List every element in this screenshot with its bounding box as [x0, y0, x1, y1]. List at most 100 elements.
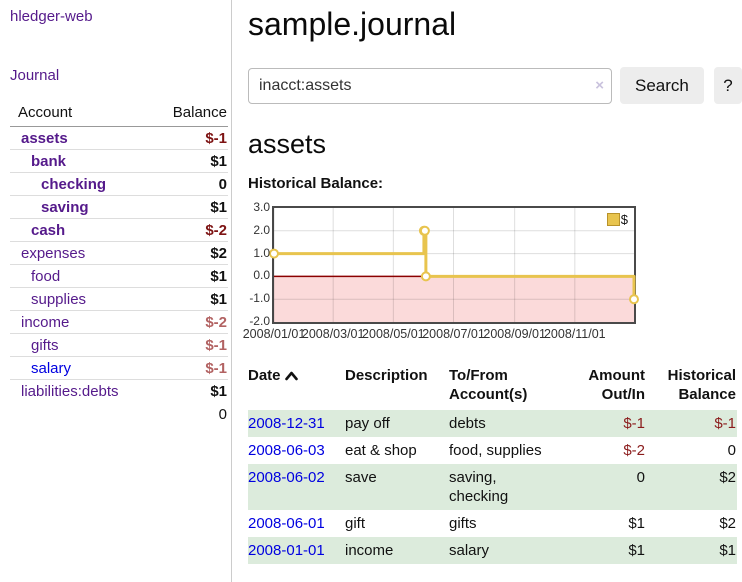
transaction-amount: 0: [636, 469, 645, 486]
register-table: Date Description To/From Account(s) Amou…: [248, 364, 737, 564]
x-axis-tick-label: 2008/07/01: [422, 327, 485, 341]
account-row: food $1: [10, 264, 228, 288]
account-link[interactable]: bank: [31, 153, 67, 170]
transaction-accounts: food, supplies: [449, 442, 542, 459]
transaction-description: save: [345, 469, 377, 486]
account-balance: $-2: [154, 218, 228, 242]
account-link[interactable]: expenses: [21, 245, 86, 262]
account-balance: $1: [154, 379, 228, 402]
transaction-date-link[interactable]: 2008-06-03: [248, 442, 325, 459]
column-header-balance: Historical Balance: [667, 367, 736, 403]
transaction-accounts: saving, checking: [449, 469, 509, 505]
transaction-amount: $-2: [623, 442, 645, 459]
account-link[interactable]: checking: [41, 176, 107, 193]
account-link[interactable]: food: [31, 268, 61, 285]
chart-plot-area: $: [269, 206, 639, 324]
accounts-table: Account Balance assets $-1 bank $1 check…: [10, 100, 228, 425]
account-page-title: assets: [248, 129, 327, 159]
account-link[interactable]: cash: [31, 222, 66, 239]
transaction-amount: $1: [628, 515, 645, 532]
y-axis-tick-label: 1.0: [253, 245, 270, 260]
transaction-description: gift: [345, 515, 366, 532]
transaction-balance: 0: [727, 442, 736, 459]
clear-search-icon[interactable]: ×: [595, 76, 604, 94]
accounts-header-account: Account: [10, 100, 155, 127]
main-content: sample.journal × Search ? assets Histori…: [243, 0, 742, 564]
account-balance: $1: [154, 149, 228, 173]
account-row: cash $-2: [10, 218, 228, 242]
legend-swatch-icon: [606, 213, 620, 226]
account-row: saving $1: [10, 195, 228, 219]
transaction-amount: $1: [628, 542, 645, 559]
account-balance: $1: [154, 287, 228, 311]
x-axis-tick-label: 2008/09/01: [483, 327, 546, 341]
transaction-description: eat & shop: [345, 442, 417, 459]
account-link[interactable]: supplies: [31, 291, 87, 308]
x-axis-tick-label: 2008/11/01: [543, 327, 606, 341]
account-link[interactable]: salary: [31, 360, 72, 377]
transaction-row: 2008-06-02 save saving, checking 0 $2: [248, 464, 737, 510]
transaction-description: income: [345, 542, 394, 559]
transaction-accounts: gifts: [449, 515, 477, 532]
help-button[interactable]: ?: [713, 67, 742, 104]
column-header-date[interactable]: Date: [248, 364, 345, 410]
historical-balance-chart: $ 3.0 2.0 1.0 0.0 -1.0 -2.0 2008/01/01 2008/03/…: [243, 200, 742, 348]
sidebar-item-journal[interactable]: Journal: [10, 67, 60, 84]
search-button[interactable]: Search: [620, 67, 704, 104]
transaction-date-link[interactable]: 2008-06-01: [248, 515, 325, 532]
account-balance: $2: [154, 241, 228, 265]
accounts-total-value: 0: [218, 406, 227, 423]
accounts-header-balance: Balance: [154, 100, 228, 127]
sidebar: hledger-web Journal Account Balance asse…: [0, 0, 232, 582]
y-axis-tick-label: 0.0: [253, 268, 270, 283]
account-link[interactable]: liabilities:debts: [21, 383, 119, 400]
account-row: liabilities:debts $1: [10, 379, 228, 402]
account-link[interactable]: gifts: [31, 337, 59, 354]
account-balance: $-2: [154, 310, 228, 334]
transaction-accounts: debts: [449, 415, 486, 432]
x-axis-tick-label: 2008/01/01: [242, 327, 306, 341]
account-balance: $-1: [154, 356, 228, 380]
transaction-date-link[interactable]: 2008-06-02: [248, 469, 325, 486]
transaction-balance: $2: [719, 469, 736, 486]
transaction-date-link[interactable]: 2008-01-01: [248, 542, 325, 559]
column-header-amount: Amount Out/In: [588, 367, 645, 403]
transaction-balance: $1: [719, 542, 736, 559]
account-link[interactable]: assets: [21, 130, 68, 147]
account-link[interactable]: saving: [41, 199, 89, 216]
register-header-row: Date Description To/From Account(s) Amou…: [248, 364, 737, 410]
search-input[interactable]: [248, 67, 612, 104]
transaction-row: 2008-12-31 pay off debts $-1 $-1: [248, 410, 737, 437]
transaction-accounts: salary: [449, 542, 490, 559]
app-title-link[interactable]: hledger-web: [10, 8, 93, 25]
account-row: checking 0: [10, 172, 228, 196]
chart-label: Historical Balance:: [248, 175, 384, 192]
account-link[interactable]: income: [21, 314, 70, 331]
x-axis-tick-label: 2008/03/01: [301, 327, 365, 341]
accounts-total-row: 0: [10, 402, 228, 425]
x-axis-tick-label: 2008/05/01: [362, 327, 425, 341]
transaction-balance: $2: [719, 515, 736, 532]
chart-legend: $: [606, 212, 628, 227]
account-row: assets $-1: [10, 127, 228, 150]
transaction-description: pay off: [345, 415, 390, 432]
column-header-accounts: To/From Account(s): [449, 367, 528, 403]
account-row: expenses $2: [10, 241, 228, 265]
account-row: bank $1: [10, 149, 228, 173]
transaction-row: 2008-06-01 gift gifts $1 $2: [248, 510, 737, 537]
y-axis-tick-label: 2.0: [253, 222, 270, 237]
transaction-balance: $-1: [714, 415, 736, 432]
legend-label: $: [620, 212, 628, 227]
y-axis-tick-label: -2.0: [249, 314, 270, 328]
account-balance: $1: [154, 264, 228, 288]
y-axis-tick-label: -1.0: [249, 291, 270, 306]
transaction-amount: $-1: [623, 415, 645, 432]
page-title: sample.journal: [248, 6, 457, 42]
account-row: income $-2: [10, 310, 228, 334]
register-table-body: 2008-12-31 pay off debts $-1 $-1 2008-06…: [248, 410, 737, 564]
y-axis-tick-label: 3.0: [253, 200, 270, 214]
column-header-description: Description: [345, 367, 428, 384]
account-balance: $1: [154, 195, 228, 219]
accounts-table-body: assets $-1 bank $1 checking 0 saving $1 …: [10, 127, 228, 402]
transaction-date-link[interactable]: 2008-12-31: [248, 415, 325, 432]
